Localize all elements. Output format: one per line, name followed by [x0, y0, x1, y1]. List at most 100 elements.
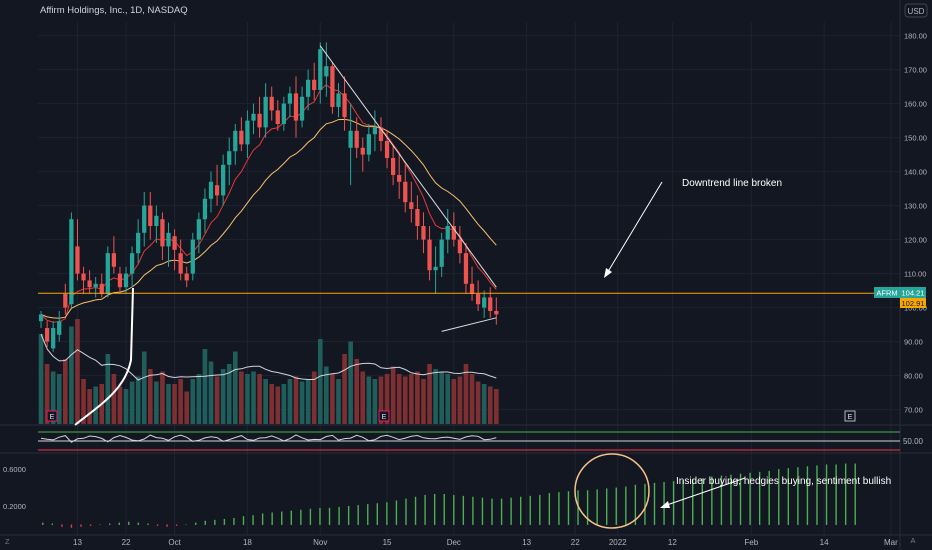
ticker-badge: [874, 287, 900, 298]
volume-bar: [354, 359, 360, 424]
volume-bar: [75, 319, 80, 424]
volume-bar: [232, 351, 238, 424]
candle-body: [415, 209, 420, 226]
volume-bar: [378, 376, 384, 424]
volume-bar: [154, 381, 159, 424]
candle-body: [190, 239, 195, 274]
candle-body: [142, 205, 147, 233]
earnings-marker-3[interactable]: [844, 410, 856, 422]
candle-body: [463, 253, 469, 284]
candle-body: [366, 134, 371, 155]
volume-bar: [366, 376, 372, 424]
candle-body: [433, 266, 438, 271]
candle-body: [390, 158, 396, 175]
volume-bar: [166, 384, 171, 424]
volume-bar: [220, 369, 226, 424]
oscillator-pane: [38, 431, 900, 451]
drawings-layer: [38, 45, 900, 529]
candle-body: [342, 93, 347, 118]
candle-body: [384, 141, 390, 158]
candle-body: [166, 232, 171, 247]
volume-bar: [390, 366, 396, 424]
candle-body: [348, 130, 353, 148]
price-tick-label: 100.00: [904, 304, 927, 313]
volume-bar: [415, 371, 420, 424]
volume-bar: [427, 364, 432, 424]
price-tick-label: 90.00: [904, 338, 923, 347]
second-price-label: 102.91: [902, 299, 925, 308]
candle-body: [154, 215, 159, 226]
candle-body: [318, 49, 323, 90]
indicator-tick-label: 0.6000: [3, 465, 26, 474]
volume-bar: [402, 376, 408, 424]
candle-body: [99, 283, 104, 294]
volume-bars: [38, 319, 499, 424]
volume-bar: [111, 374, 117, 424]
time-tick-label: 22: [571, 538, 580, 547]
volume-bar: [396, 374, 402, 424]
annotation-arrow-shaft: [605, 181, 663, 276]
time-tick-label: Dec: [447, 538, 461, 547]
volume-bar: [384, 374, 390, 424]
candle-body: [299, 96, 305, 121]
volume-bar: [360, 371, 366, 424]
candle-body: [233, 130, 238, 152]
candle-body: [457, 239, 463, 254]
candle-body: [275, 110, 280, 124]
candle-body: [202, 198, 208, 220]
candle-body: [427, 239, 432, 271]
candle-body: [409, 202, 414, 209]
price-axis[interactable]: 70.00 80.00 90.00 100.00 110.00 120.00 130.00 1…: [904, 32, 927, 415]
candle-body: [81, 273, 86, 281]
candle-body: [293, 93, 299, 121]
time-tick-label: 22: [122, 538, 131, 547]
time-tick-label: Feb: [744, 538, 758, 547]
time-axis[interactable]: 13 22 Oct 18 Nov 15 Dec 13 22 2022 12 Feb 14 Mar: [73, 538, 898, 547]
auto-scale-icon[interactable]: A: [910, 536, 915, 545]
time-tick-label: 18: [243, 538, 252, 547]
candle-body: [336, 93, 341, 107]
time-tick-label: Oct: [168, 538, 181, 547]
candle-body: [475, 294, 481, 305]
price-tick-label: 170.00: [904, 66, 927, 75]
volume-bar: [202, 349, 208, 424]
candle-body: [263, 96, 268, 128]
volume-bar: [184, 391, 190, 424]
volume-bar: [196, 374, 202, 424]
ticker-badge-label: AFRM: [876, 289, 897, 298]
moving-average-lines: [40, 84, 497, 381]
candle-body: [354, 130, 359, 148]
earnings-marker-2[interactable]: [378, 410, 390, 422]
volume-bar: [172, 384, 177, 424]
earnings-marker-1[interactable]: [46, 410, 58, 422]
volume-bar: [135, 376, 141, 424]
volume-bar: [445, 374, 451, 424]
candle-body: [160, 219, 165, 247]
candle-body: [51, 328, 56, 349]
indicator-tick-label: 0.2000: [3, 502, 26, 511]
volume-bar: [129, 381, 135, 424]
currency-box[interactable]: [904, 3, 928, 18]
volume-bar: [263, 379, 268, 424]
candle-body: [221, 164, 226, 196]
candle-body: [93, 283, 98, 288]
price-tick-label: 120.00: [904, 236, 927, 245]
volume-bar: [494, 389, 499, 424]
volume-bar: [293, 376, 299, 424]
wedge-support-line: [441, 317, 497, 332]
candle-body: [287, 93, 293, 104]
candle-body: [148, 205, 153, 226]
volume-bar: [251, 371, 256, 424]
candle-body: [69, 219, 74, 305]
volume-bar: [487, 386, 493, 424]
volume-bar: [421, 379, 426, 424]
candle-body: [208, 181, 214, 199]
volume-bar: [44, 364, 50, 424]
time-tick-label: Mar: [884, 538, 898, 547]
candlestick-series: [38, 42, 499, 352]
candle-body: [44, 328, 50, 342]
downtrend-annotation: Downtrend line broken: [682, 178, 782, 189]
timezone-icon[interactable]: Z: [5, 537, 10, 546]
indicator-axis[interactable]: 0.2000 0.6000: [3, 465, 26, 511]
